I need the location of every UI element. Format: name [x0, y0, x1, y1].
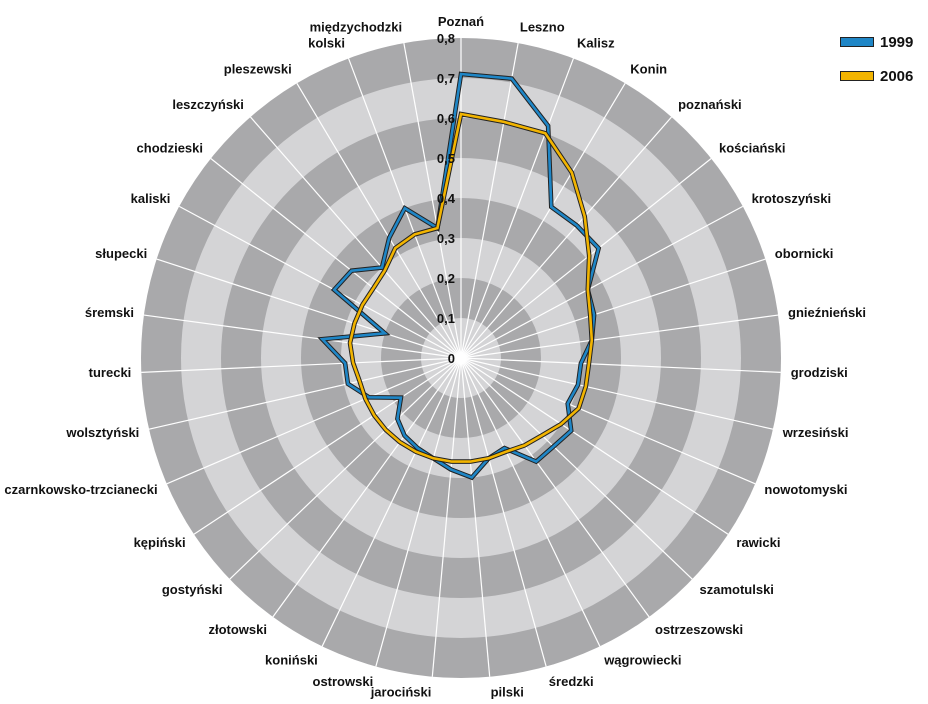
- category-label: złotowski: [208, 622, 267, 637]
- series-lines: [317, 71, 602, 481]
- spoke-line: [460, 357, 781, 373]
- spoke-line: [460, 205, 744, 359]
- spoke-line: [460, 116, 672, 359]
- spoke-line: [460, 58, 575, 359]
- legend: 1999 2006: [840, 34, 913, 85]
- category-label: kaliski: [131, 191, 171, 206]
- category-label: poznański: [678, 97, 742, 112]
- category-label: średzki: [549, 674, 594, 689]
- category-label: pilski: [491, 685, 524, 700]
- category-label: wągrowiecki: [603, 653, 681, 668]
- category-label: Poznań: [438, 14, 484, 29]
- spoke-line: [193, 357, 462, 535]
- spoke-line: [460, 357, 491, 677]
- spoke-line: [229, 357, 462, 580]
- category-label: czarnkowsko-trzcianecki: [4, 482, 157, 497]
- category-label: ostrowski: [313, 674, 374, 689]
- spoke-line: [250, 116, 462, 359]
- spoke-line: [460, 357, 774, 430]
- r-tick-label: 0,2: [437, 271, 455, 286]
- radial-tick-labels: 0 0,1 0,2 0,3 0,4 0,5 0,6 0,7 0,8: [437, 31, 456, 366]
- spoke-line: [431, 357, 462, 677]
- spoke-line: [166, 357, 462, 485]
- spoke-line: [375, 357, 462, 667]
- spoke-line: [272, 357, 462, 618]
- spoke-line: [210, 158, 462, 359]
- legend-swatch: [841, 38, 873, 46]
- spoke-line: [460, 357, 650, 618]
- series-line-2006: [348, 112, 594, 463]
- category-label: jarociński: [370, 685, 432, 700]
- category-label: leszczyński: [172, 97, 244, 112]
- category-label: obornicki: [775, 246, 834, 261]
- spoke-line: [460, 158, 712, 359]
- category-label: wrzesiński: [782, 425, 849, 440]
- spoke-line: [460, 357, 756, 485]
- category-label: wolsztyński: [65, 425, 139, 440]
- r-tick-label: 0,7: [437, 71, 455, 86]
- spoke-line: [141, 357, 462, 373]
- spoke-line: [460, 357, 729, 535]
- spoke-line: [460, 314, 779, 359]
- category-label: turecki: [89, 365, 132, 380]
- spoke-line: [460, 258, 766, 359]
- legend-label: 1999: [880, 34, 913, 51]
- r-tick-label: 0,6: [437, 111, 455, 126]
- category-label: ostrzeszowski: [655, 622, 743, 637]
- radial-spokes: [141, 38, 781, 677]
- spoke-line: [460, 357, 547, 667]
- r-tick-label: 0,4: [437, 191, 456, 206]
- category-label: rawicki: [736, 535, 780, 550]
- spoke-line: [460, 357, 601, 647]
- category-label: międzychodzki: [310, 19, 402, 34]
- category-label: kościański: [719, 141, 786, 156]
- spoke-line: [148, 357, 462, 430]
- spoke-line: [460, 82, 626, 359]
- spoke-line: [460, 357, 693, 580]
- r-tick-label: 0,8: [437, 31, 455, 46]
- spoke-line: [143, 314, 462, 359]
- spoke-line: [156, 258, 462, 359]
- category-label: Leszno: [520, 19, 565, 34]
- spoke-line: [296, 82, 462, 359]
- category-label: grodziski: [791, 365, 848, 380]
- spoke-line: [403, 43, 462, 359]
- r-tick-label: 0,5: [437, 151, 455, 166]
- legend-swatch: [841, 72, 873, 80]
- category-label: koniński: [265, 653, 318, 668]
- category-label: śremski: [85, 305, 134, 320]
- category-label: Kalisz: [577, 35, 615, 50]
- category-label: kolski: [308, 35, 345, 50]
- category-label: gostyński: [162, 582, 223, 597]
- category-label: Konin: [630, 62, 667, 77]
- r-tick-label: 0,3: [437, 231, 455, 246]
- category-label: szamotulski: [700, 582, 774, 597]
- spoke-line: [460, 43, 519, 359]
- category-label: nowotomyski: [764, 482, 847, 497]
- legend-label: 2006: [880, 68, 913, 85]
- spoke-line: [321, 357, 462, 647]
- category-label: kępiński: [134, 535, 186, 550]
- category-labels: Poznań Leszno Kalisz Konin poznański kościańs…: [4, 14, 866, 700]
- category-label: krotoszyński: [752, 191, 831, 206]
- r-tick-label: 0,1: [437, 311, 455, 326]
- spoke-line: [178, 205, 462, 359]
- category-label: chodzieski: [137, 141, 203, 156]
- category-label: gnieźnieński: [788, 305, 866, 320]
- category-label: pleszewski: [224, 62, 292, 77]
- category-label: słupecki: [95, 246, 147, 261]
- r-tick-label: 0: [448, 351, 455, 366]
